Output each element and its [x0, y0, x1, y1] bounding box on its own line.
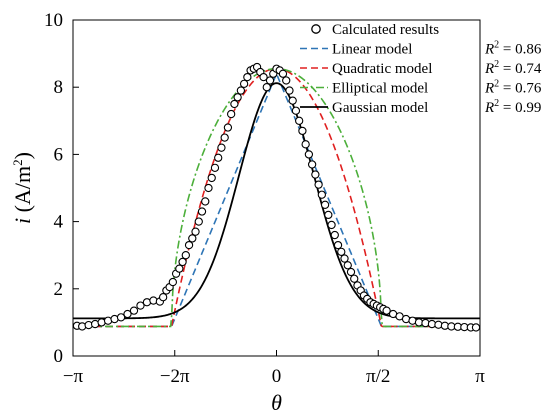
- r2-value: R2 = 0.99: [484, 98, 541, 116]
- legend-label: Elliptical model: [332, 81, 428, 97]
- data-point: [207, 173, 216, 183]
- data-point: [223, 123, 233, 132]
- data-point: [262, 83, 271, 92]
- data-point: [285, 86, 294, 95]
- y-tick-label: 2: [54, 279, 64, 300]
- y-tick-label: 0: [54, 346, 64, 367]
- r2-value: R2 = 0.74: [484, 59, 542, 77]
- data-point: [471, 323, 481, 332]
- ticks: −π −2π 0 π/2 π 0 2 4 6 8 10: [44, 10, 485, 387]
- data-point: [243, 72, 252, 82]
- data-point: [204, 183, 213, 193]
- x-tick-label: π: [475, 366, 485, 387]
- legend-label: Calculated results: [332, 22, 439, 38]
- data-point: [239, 79, 249, 88]
- data-point: [259, 72, 268, 82]
- data-point: [123, 309, 132, 319]
- series-line-gaussian-model: [73, 82, 480, 320]
- data-point: [317, 190, 326, 199]
- data-point: [301, 140, 310, 149]
- data-point: [282, 76, 291, 85]
- x-tick-label: −2π: [160, 366, 190, 387]
- data-point: [320, 200, 330, 209]
- data-point: [214, 153, 223, 162]
- data-point: [201, 197, 210, 206]
- x-tick-label: −π: [63, 366, 84, 387]
- data-point: [175, 264, 184, 273]
- data-point: [116, 313, 126, 322]
- data-point: [191, 227, 200, 236]
- data-point: [343, 261, 352, 270]
- data-point: [265, 76, 275, 85]
- y-axis-title: i (A/m2): [10, 152, 35, 224]
- data-point: [278, 69, 288, 78]
- data-point: [291, 106, 301, 115]
- y-tick-label: 10: [44, 10, 63, 31]
- data-point: [210, 163, 220, 172]
- data-point: [327, 220, 336, 230]
- data-point: [233, 93, 242, 102]
- y-tick-label: 8: [54, 77, 64, 98]
- legend-marker: [311, 24, 321, 34]
- legend-label: Gaussian model: [332, 100, 428, 116]
- data-point: [324, 210, 333, 220]
- data-point: [295, 116, 304, 125]
- data-point: [194, 217, 203, 226]
- legend-label: Quadratic model: [332, 61, 432, 77]
- data-point: [181, 251, 190, 260]
- data-point: [220, 133, 229, 142]
- data-point: [382, 306, 391, 315]
- data-point: [337, 247, 346, 256]
- data-point: [178, 257, 187, 267]
- r2-value: R2 = 0.76: [484, 79, 542, 97]
- series-line-elliptical-model: [73, 67, 480, 328]
- data-point: [340, 254, 349, 263]
- data-point: [168, 277, 178, 287]
- x-tick-label: 0: [272, 366, 282, 387]
- data-point: [307, 160, 317, 169]
- data-point: [314, 180, 323, 189]
- data-point: [330, 230, 339, 240]
- data-point: [197, 207, 207, 216]
- y-tick-label: 4: [54, 212, 64, 233]
- data-point: [350, 274, 359, 283]
- data-point: [288, 96, 297, 105]
- data-point: [304, 150, 314, 159]
- data-point: [298, 126, 307, 136]
- data-markers: [72, 62, 481, 332]
- data-point: [227, 109, 236, 119]
- data-point: [158, 293, 168, 302]
- data-point: [333, 240, 343, 250]
- data-point: [184, 240, 194, 250]
- data-point: [217, 143, 226, 152]
- legend-label: Linear model: [332, 42, 412, 58]
- data-point: [188, 234, 197, 243]
- x-tick-label: π/2: [366, 366, 390, 387]
- data-point: [346, 267, 356, 277]
- r2-value: R2 = 0.86: [484, 40, 542, 58]
- data-point: [230, 99, 239, 109]
- data-point: [236, 86, 246, 95]
- y-tick-label: 6: [54, 144, 64, 165]
- data-point: [129, 306, 139, 315]
- data-point: [311, 170, 320, 179]
- data-point: [136, 301, 145, 310]
- legend: Calculated results Linear model R2 = 0.86 Q…: [300, 22, 542, 116]
- x-axis-title: θ: [271, 390, 282, 415]
